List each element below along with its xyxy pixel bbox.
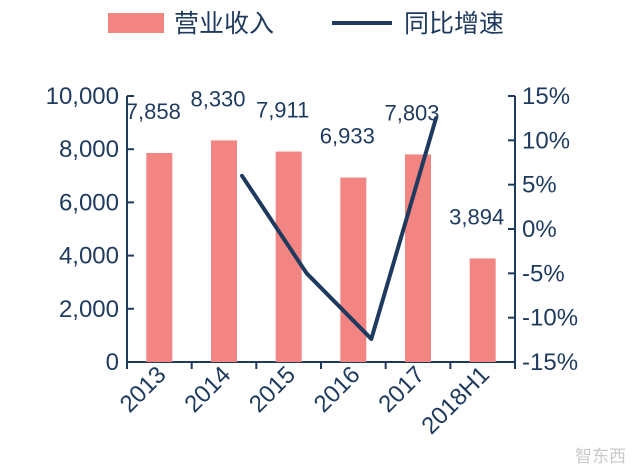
- x-tick-label: 2016: [309, 361, 366, 418]
- bar: [340, 177, 367, 362]
- right-tick-label: 10%: [522, 127, 570, 154]
- right-tick-label: 0%: [522, 216, 557, 243]
- right-tick-label: -15%: [522, 349, 578, 376]
- growth-line: [240, 116, 438, 341]
- legend-line-label: 同比增速: [404, 9, 504, 38]
- x-tick-label: 2018H1: [416, 361, 495, 440]
- x-tick-label: 2013: [115, 361, 172, 418]
- bar-data-label: 8,330: [190, 86, 245, 111]
- left-tick-label: 6,000: [59, 189, 119, 216]
- x-tick-label: 2014: [179, 361, 236, 418]
- left-tick-label: 2,000: [59, 296, 119, 323]
- left-tick-label: 0: [106, 349, 119, 376]
- right-tick-label: 15%: [522, 83, 570, 110]
- left-tick-label: 8,000: [59, 136, 119, 163]
- bar: [469, 258, 496, 362]
- bar: [146, 152, 173, 362]
- watermark: 智东西: [575, 447, 626, 467]
- legend-bar-swatch: [108, 13, 164, 33]
- right-tick-label: -5%: [522, 260, 565, 287]
- bar-data-label: 6,933: [320, 124, 375, 149]
- bar-data-label: 7,803: [384, 100, 439, 125]
- x-tick-label: 2015: [244, 361, 301, 418]
- legend-bar-label: 营业收入: [174, 9, 274, 38]
- bar: [211, 140, 237, 362]
- plot-area: 0 2,000 4,000 6,000 8,000 10,000 -15% -10% -5% 0%…: [46, 83, 578, 440]
- bar-data-label: 7,911: [256, 98, 309, 123]
- bar-data-label: 3,894: [449, 204, 504, 229]
- legend: 营业收入 同比增速: [108, 9, 504, 38]
- right-tick-label: -10%: [522, 305, 578, 332]
- x-tick-label: 2017: [373, 361, 430, 418]
- left-tick-label: 4,000: [59, 243, 119, 270]
- bar-data-label: 7,858: [126, 99, 181, 124]
- bar: [405, 154, 431, 362]
- left-tick-label: 10,000: [46, 83, 119, 110]
- right-tick-label: 5%: [522, 172, 557, 199]
